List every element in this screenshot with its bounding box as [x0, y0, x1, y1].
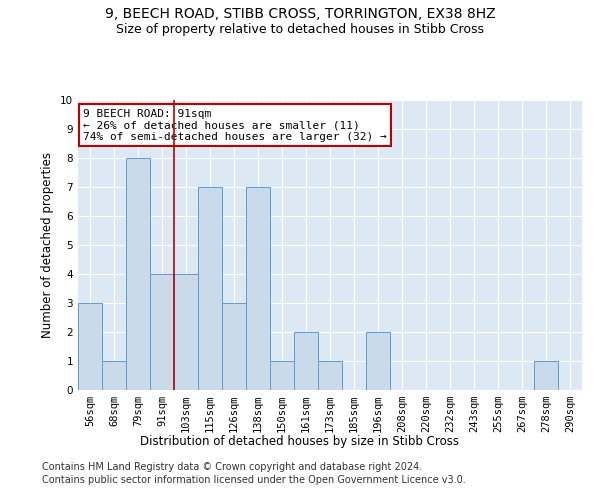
- Bar: [366, 332, 390, 390]
- Text: Distribution of detached houses by size in Stibb Cross: Distribution of detached houses by size …: [140, 435, 460, 448]
- Y-axis label: Number of detached properties: Number of detached properties: [41, 152, 55, 338]
- Bar: [222, 303, 246, 390]
- Bar: [150, 274, 174, 390]
- Bar: [270, 361, 294, 390]
- Bar: [198, 187, 222, 390]
- Text: Contains public sector information licensed under the Open Government Licence v3: Contains public sector information licen…: [42, 475, 466, 485]
- Bar: [126, 158, 150, 390]
- Bar: [174, 274, 198, 390]
- Bar: [78, 303, 102, 390]
- Text: Contains HM Land Registry data © Crown copyright and database right 2024.: Contains HM Land Registry data © Crown c…: [42, 462, 422, 472]
- Bar: [318, 361, 342, 390]
- Text: Size of property relative to detached houses in Stibb Cross: Size of property relative to detached ho…: [116, 22, 484, 36]
- Bar: [534, 361, 558, 390]
- Text: 9 BEECH ROAD: 91sqm
← 26% of detached houses are smaller (11)
74% of semi-detach: 9 BEECH ROAD: 91sqm ← 26% of detached ho…: [83, 108, 387, 142]
- Text: 9, BEECH ROAD, STIBB CROSS, TORRINGTON, EX38 8HZ: 9, BEECH ROAD, STIBB CROSS, TORRINGTON, …: [104, 8, 496, 22]
- Bar: [246, 187, 270, 390]
- Bar: [294, 332, 318, 390]
- Bar: [102, 361, 126, 390]
